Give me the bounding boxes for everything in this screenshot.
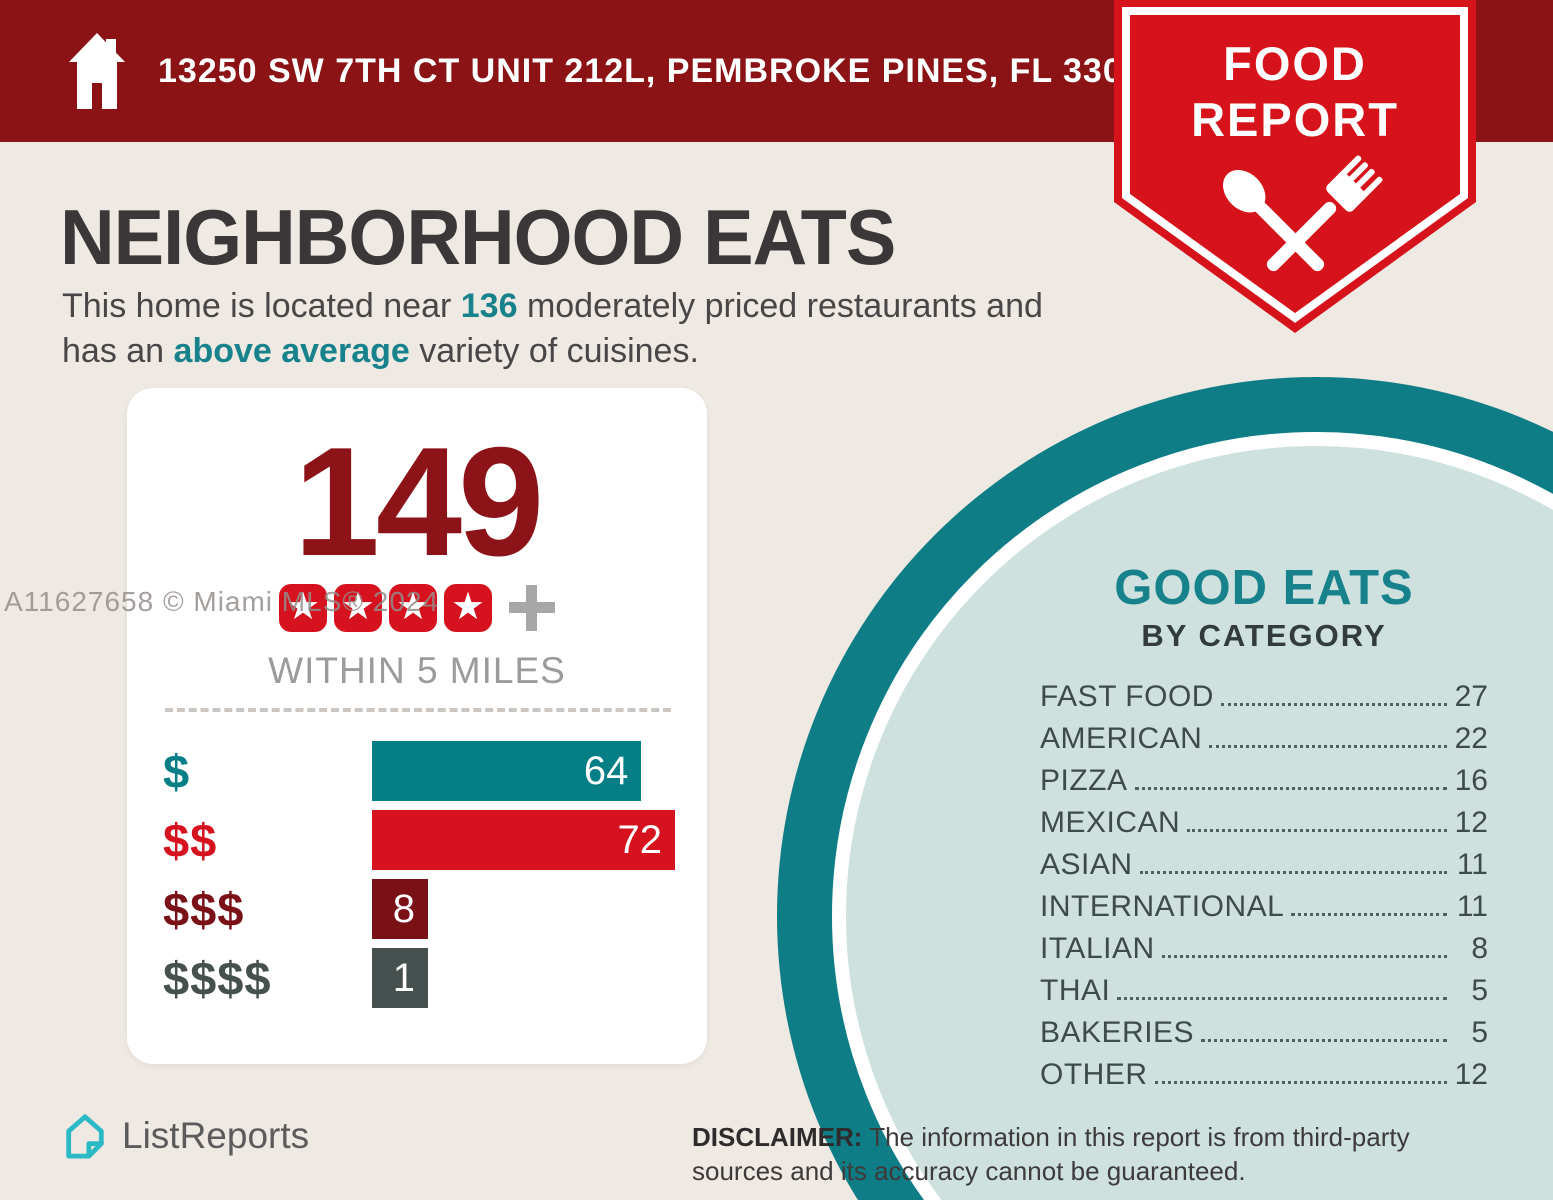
good-eats-row: MEXICAN 12 (1040, 806, 1488, 840)
crossed-spoon-fork-icon (1223, 155, 1383, 272)
category-label: ITALIAN (1040, 932, 1155, 965)
badge-line1: FOOD (1223, 37, 1367, 90)
food-report-ribbon: FOOD REPORT (1114, 0, 1476, 333)
mls-watermark: A11627658 © Miami MLS® 2024 (4, 586, 440, 617)
category-count: 11 (1456, 848, 1488, 881)
dotted-leader (1201, 1039, 1447, 1042)
star-glyph: ★ (395, 584, 431, 628)
category-count: 8 (1471, 932, 1488, 965)
disclaimer-text: The information in this report is from t… (692, 1122, 1410, 1186)
good-eats-row: INTERNATIONAL 11 (1040, 890, 1488, 924)
plus-icon (509, 585, 555, 631)
listreports-wordmark: ListReports (122, 1115, 310, 1156)
price-tier-label: $$$$ (163, 951, 272, 1005)
home-icon (69, 33, 125, 109)
chart-row-$$$: $$$ 8 (127, 879, 707, 939)
category-count: 11 (1456, 890, 1488, 923)
star-icon: ★ (279, 584, 327, 632)
stats-card: 149 ★ ★ ★ ★ WITHIN 5 MILES $64 $$ 72 $$$ 8 $$$$ 1 (127, 388, 707, 1064)
dotted-leader (1220, 703, 1447, 706)
star-glyph: ★ (340, 584, 376, 628)
good-eats-list: FAST FOOD 27 AMERICAN 22 PIZZA 16 MEXICAN 12 ASI… (1040, 680, 1488, 1092)
category-label: AMERICAN (1040, 722, 1203, 755)
star-icon: ★ (334, 584, 382, 632)
category-label: FAST FOOD (1040, 680, 1214, 713)
category-label: MEXICAN (1040, 806, 1181, 839)
star-glyph: ★ (285, 584, 321, 628)
badge-line2: REPORT (1191, 93, 1399, 146)
chart-row-$$: $$ 72 (127, 810, 707, 870)
radius-caption: WITHIN 5 MILES (268, 650, 566, 691)
disclaimer: DISCLAIMER: The information in this repo… (692, 1120, 1504, 1188)
dotted-leader (1161, 955, 1447, 958)
category-label: OTHER (1040, 1058, 1148, 1091)
good-eats-row: AMERICAN 22 (1040, 722, 1488, 756)
star-icon: ★ (389, 584, 437, 632)
category-count: 5 (1471, 974, 1488, 1007)
good-eats-row: PIZZA 16 (1040, 764, 1488, 798)
good-eats-row: THAI 5 (1040, 974, 1488, 1008)
price-tier-label: $ (163, 744, 191, 798)
total-restaurants: 149 (293, 415, 545, 588)
dotted-leader (1134, 787, 1447, 790)
dotted-leader (1154, 1081, 1447, 1084)
dotted-leader (1209, 745, 1447, 748)
price-tier-bar: 72 (372, 810, 675, 870)
good-eats-subtitle: BY CATEGORY (1141, 618, 1387, 653)
dotted-leader (1139, 871, 1447, 874)
category-label: THAI (1040, 974, 1111, 1007)
category-count: 22 (1454, 722, 1488, 755)
listreports-logo: ListReports (62, 1112, 309, 1160)
category-count: 12 (1454, 806, 1488, 839)
intro-mid: moderately priced restaurants and has an (62, 287, 1043, 370)
dotted-leader (1187, 829, 1447, 832)
category-count: 16 (1454, 764, 1488, 797)
category-label: BAKERIES (1040, 1016, 1195, 1049)
disclaimer-label: DISCLAIMER: (692, 1122, 863, 1152)
property-address: 13250 SW 7TH CT UNIT 212L, PEMBROKE PINE… (158, 51, 1163, 90)
good-eats-row: FAST FOOD 27 (1040, 680, 1488, 714)
category-count: 5 (1471, 1016, 1488, 1049)
good-eats-title: GOOD EATS (1114, 561, 1414, 615)
good-eats-row: OTHER 12 (1040, 1058, 1488, 1092)
category-label: PIZZA (1040, 764, 1128, 797)
chart-row-$: $64 (127, 741, 707, 801)
intro-paragraph: This home is located near 136 moderately… (62, 284, 1077, 374)
listreports-house-icon (66, 1114, 104, 1159)
variety-highlight: above average (173, 331, 410, 370)
dotted-leader (1117, 997, 1447, 1000)
category-label: ASIAN (1040, 848, 1133, 881)
good-eats-row: ITALIAN 8 (1040, 932, 1488, 966)
category-count: 12 (1454, 1058, 1488, 1091)
price-tier-bar: 8 (372, 879, 428, 939)
dotted-leader (1291, 913, 1447, 916)
price-tier-label: $$$ (163, 882, 245, 936)
star-icon: ★ (444, 584, 492, 632)
good-eats-panel: GOOD EATS BY CATEGORY FAST FOOD 27 AMERICA… (1040, 560, 1488, 1100)
price-tier-bar: 1 (372, 948, 428, 1008)
star-rating: ★ ★ ★ ★ (127, 584, 707, 632)
star-glyph: ★ (450, 584, 486, 628)
chart-row-$$$$: $$$$ 1 (127, 948, 707, 1008)
category-count: 27 (1454, 680, 1488, 713)
page-title: NEIGHBORHOOD EATS (60, 193, 896, 281)
price-tier-bar: 64 (372, 741, 642, 801)
dashed-divider (165, 708, 671, 712)
good-eats-row: BAKERIES 5 (1040, 1016, 1488, 1050)
intro-post: variety of cuisines. (409, 331, 699, 370)
price-tier-label: $$ (163, 813, 218, 867)
good-eats-row: ASIAN 11 (1040, 848, 1488, 882)
intro-pre: This home is located near (62, 287, 461, 325)
category-label: INTERNATIONAL (1040, 890, 1285, 923)
restaurant-count: 136 (460, 287, 518, 325)
